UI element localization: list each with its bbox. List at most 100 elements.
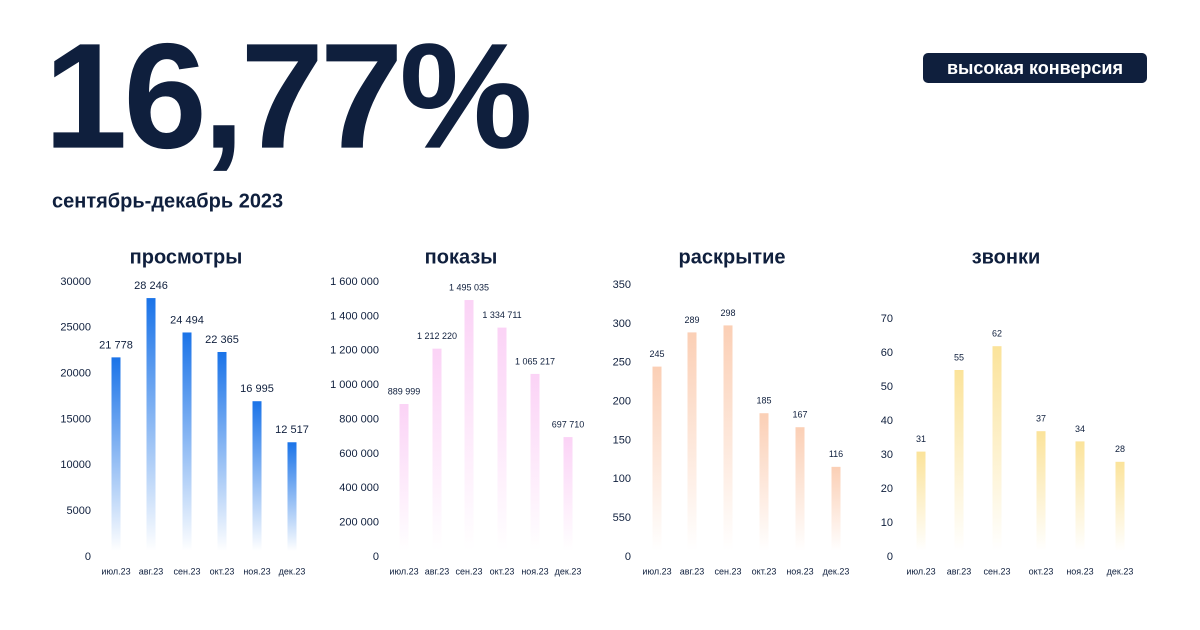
y-tick-label: 20000	[60, 368, 91, 380]
y-tick-label: 250	[613, 357, 631, 369]
x-tick-label: дек.23	[555, 566, 582, 576]
y-tick-label: 60	[881, 347, 893, 359]
value-label: 62	[992, 329, 1002, 339]
value-label: 12 517	[275, 424, 309, 436]
bar	[831, 466, 841, 551]
bar	[1036, 431, 1046, 551]
x-tick-label: ноя.23	[243, 566, 270, 576]
x-tick-label: июл.23	[642, 566, 671, 576]
value-label: 298	[720, 308, 735, 318]
x-tick-label: окт.23	[1029, 566, 1054, 576]
x-tick-label: авг.23	[947, 566, 971, 576]
bar	[146, 298, 156, 551]
bar	[111, 357, 121, 551]
badge: высокая конверсия	[947, 58, 1123, 78]
value-label: 289	[684, 315, 699, 325]
bar	[916, 451, 926, 551]
x-tick-label: июл.23	[101, 566, 130, 576]
x-tick-label: авг.23	[680, 566, 704, 576]
x-tick-label: ноя.23	[1066, 566, 1093, 576]
y-tick-label: 0	[625, 551, 631, 563]
value-label: 28 246	[134, 280, 168, 292]
y-tick-label: 40	[881, 415, 893, 427]
y-tick-label: 1 400 000	[330, 310, 379, 322]
bar	[795, 427, 805, 551]
bar	[252, 401, 262, 551]
y-tick-label: 30000	[60, 276, 91, 288]
y-tick-label: 0	[373, 551, 379, 563]
value-label: 34	[1075, 424, 1085, 434]
y-tick-label: 25000	[60, 322, 91, 334]
period: сентябрь-декабрь 2023	[52, 190, 283, 212]
y-tick-label: 0	[85, 551, 91, 563]
bar	[563, 437, 573, 551]
bar	[687, 332, 697, 551]
y-tick-label: 1 200 000	[330, 345, 379, 357]
bar	[530, 373, 540, 551]
y-tick-label: 1 600 000	[330, 276, 379, 288]
bar	[399, 404, 409, 551]
value-label: 22 365	[205, 334, 239, 346]
x-tick-label: ноя.23	[786, 566, 813, 576]
value-label: 37	[1036, 414, 1046, 424]
bar	[1115, 461, 1125, 551]
y-tick-label: 200 000	[339, 517, 379, 529]
y-tick-label: 10	[881, 517, 893, 529]
y-tick-label: 20	[881, 483, 893, 495]
bar	[432, 348, 442, 551]
x-tick-label: сен.23	[174, 566, 201, 576]
y-tick-label: 800 000	[339, 413, 379, 425]
value-label: 21 778	[99, 339, 133, 351]
y-tick-label: 350	[613, 279, 631, 291]
y-tick-label: 400 000	[339, 482, 379, 494]
y-tick-label: 50	[881, 381, 893, 393]
value-label: 1 334 711	[482, 310, 521, 320]
x-tick-label: ноя.23	[521, 566, 548, 576]
bar	[217, 351, 227, 551]
value-label: 697 710	[552, 419, 585, 429]
x-tick-label: окт.23	[490, 566, 515, 576]
bar	[287, 442, 297, 551]
x-tick-label: дек.23	[823, 566, 850, 576]
bar	[992, 346, 1002, 551]
y-tick-label: 0	[887, 551, 893, 563]
chart-title: просмотры	[130, 246, 243, 268]
value-label: 24 494	[170, 314, 204, 326]
value-label: 1 212 220	[417, 331, 457, 341]
chart-title: раскрытие	[679, 246, 786, 268]
y-tick-label: 5000	[67, 505, 91, 517]
bar	[723, 325, 733, 551]
y-tick-label: 150	[613, 434, 631, 446]
y-tick-label: 10000	[60, 459, 91, 471]
value-label: 55	[954, 352, 964, 362]
y-tick-label: 70	[881, 313, 893, 325]
value-label: 167	[792, 410, 807, 420]
y-tick-label: 200	[613, 395, 631, 407]
x-tick-label: сен.23	[456, 566, 483, 576]
y-tick-label: 1 000 000	[330, 379, 379, 391]
chart-title: показы	[425, 246, 498, 268]
x-tick-label: авг.23	[139, 566, 163, 576]
bar	[954, 370, 964, 551]
value-label: 889 999	[388, 386, 421, 396]
x-tick-label: июл.23	[389, 566, 418, 576]
x-tick-label: дек.23	[279, 566, 306, 576]
y-tick-label: 15000	[60, 413, 91, 425]
value-label: 185	[756, 396, 771, 406]
x-tick-label: сен.23	[715, 566, 742, 576]
value-label: 16 995	[240, 383, 274, 395]
x-tick-label: дек.23	[1107, 566, 1134, 576]
bar	[652, 366, 662, 551]
y-tick-label: 300	[613, 318, 631, 330]
bar	[182, 332, 192, 551]
y-tick-label: 600 000	[339, 448, 379, 460]
value-label: 1 065 217	[515, 356, 555, 366]
x-tick-label: окт.23	[752, 566, 777, 576]
y-tick-label: 30	[881, 449, 893, 461]
value-label: 245	[649, 349, 664, 359]
bar	[497, 327, 507, 551]
value-label: 31	[916, 434, 926, 444]
x-tick-label: окт.23	[210, 566, 235, 576]
value-label: 28	[1115, 444, 1125, 454]
